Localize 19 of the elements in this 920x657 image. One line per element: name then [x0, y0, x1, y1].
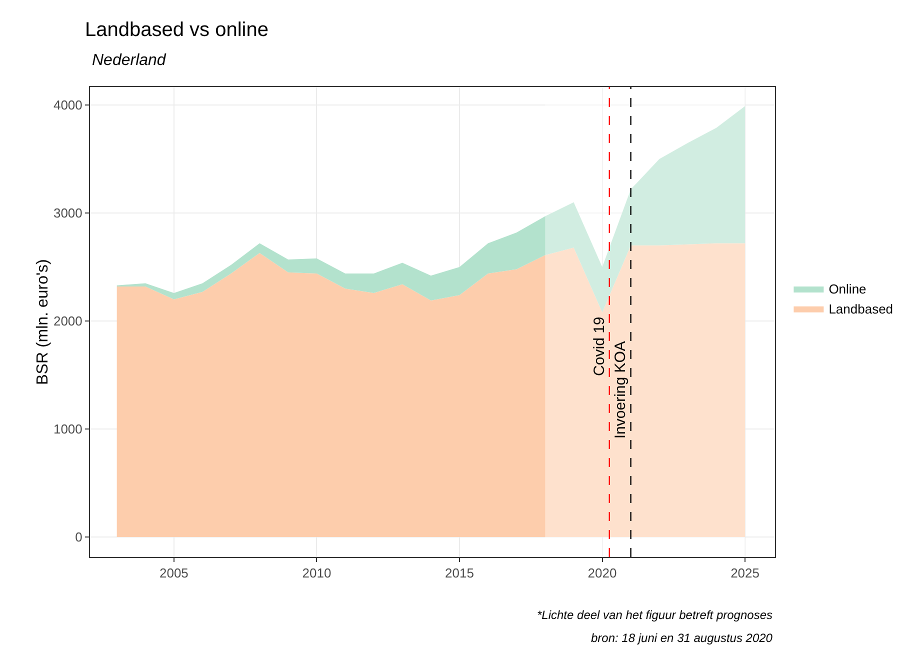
y-tick-label: 4000 — [53, 98, 82, 113]
x-tick-label: 2020 — [588, 566, 617, 581]
x-tick-label: 2010 — [302, 566, 332, 581]
y-axis-title: BSR (mln. euro's) — [34, 259, 52, 385]
legend-label: Landbased — [828, 301, 894, 316]
x-tick-label: 2025 — [730, 566, 760, 581]
x-tick-label: 2015 — [445, 566, 474, 581]
chart-subtitle: Nederland — [92, 52, 167, 69]
x-tick-label: 2005 — [159, 566, 188, 581]
text: *Lichte deel van het figuur betreft prognoses — [537, 608, 772, 622]
y-tick-label: 0 — [75, 530, 82, 545]
y-tick-label: 3000 — [53, 206, 82, 221]
y-tick-label: 2000 — [53, 314, 82, 329]
text: bron: 18 juni en 31 augustus 2020 — [591, 631, 773, 645]
ref-line-label: Invoering KOA — [612, 341, 629, 439]
y-tick-label: 1000 — [53, 422, 82, 437]
chart-title: Landbased vs online — [85, 19, 268, 41]
legend-label: Online — [828, 282, 866, 297]
ref-line-label: Covid 19 — [590, 316, 608, 376]
